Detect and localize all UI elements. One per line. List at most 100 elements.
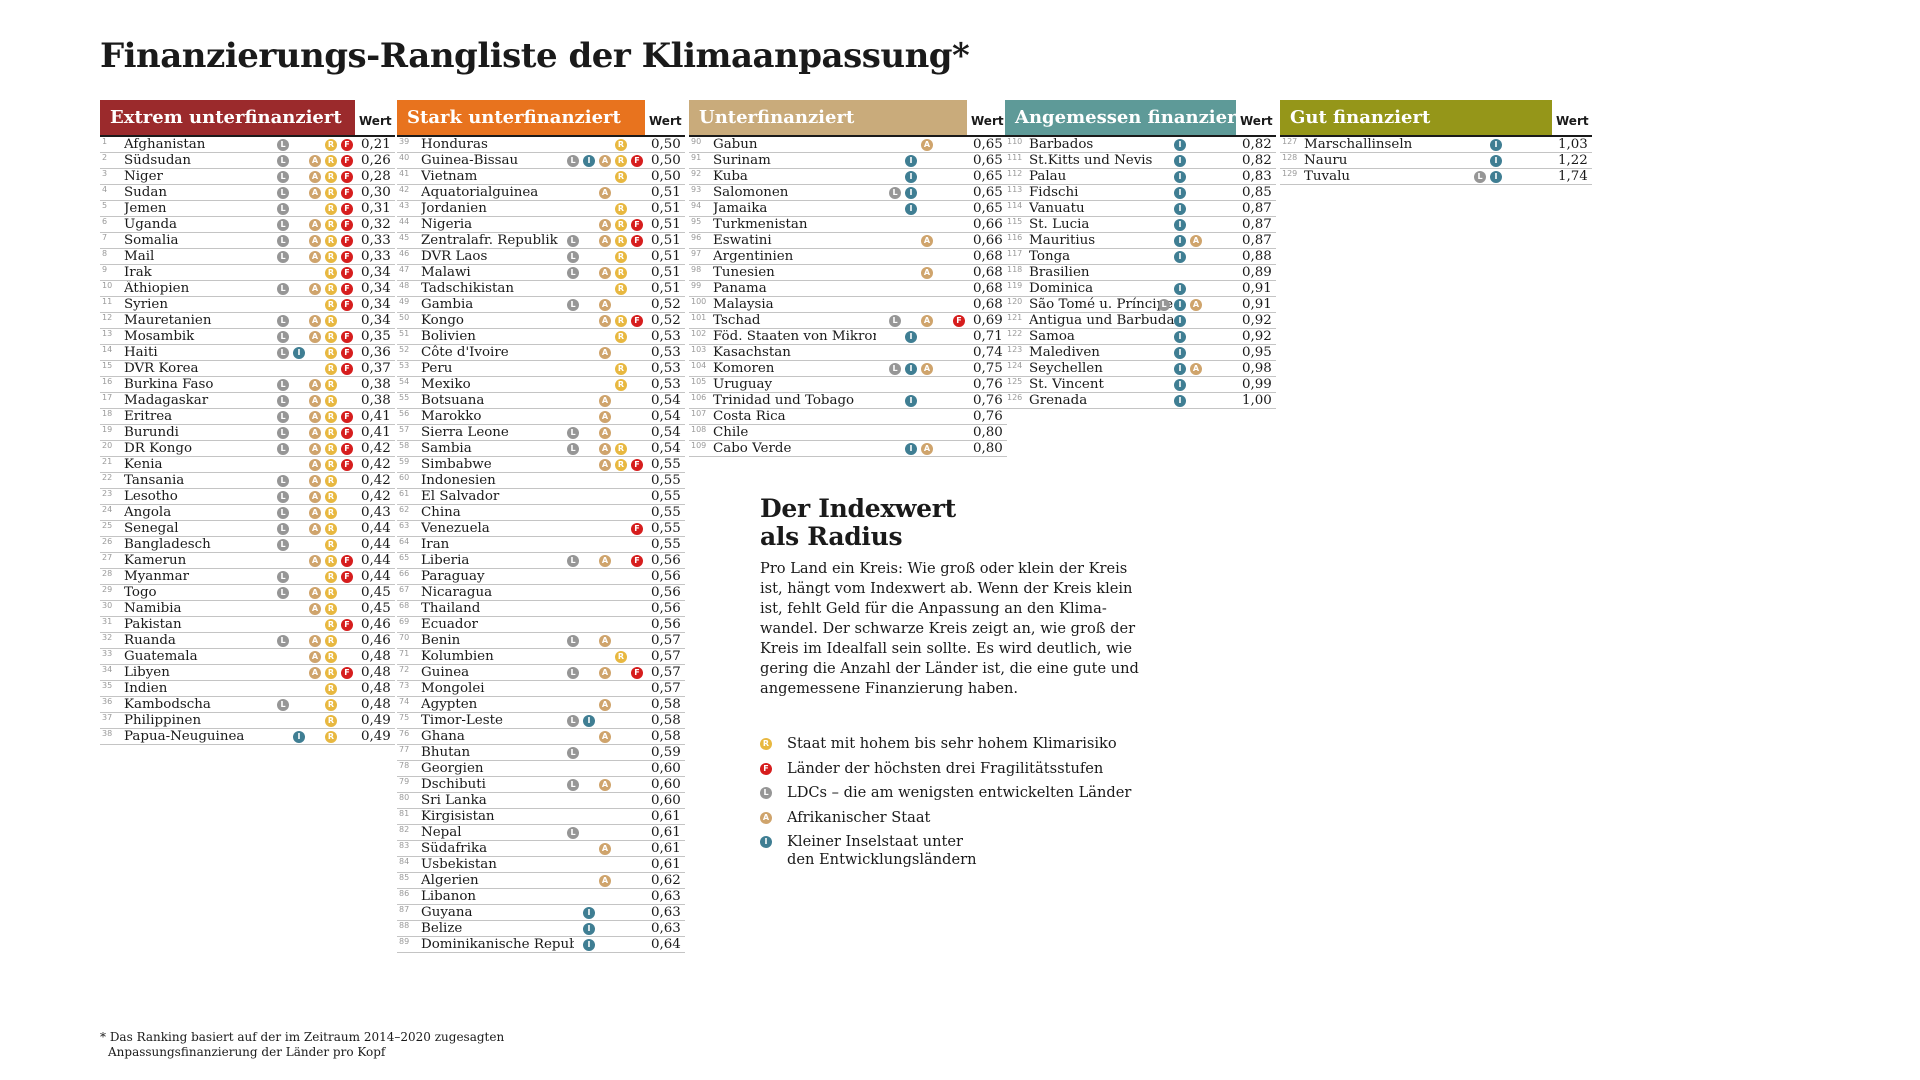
fragility-badge-icon: F bbox=[341, 171, 353, 183]
risk-badge-icon: R bbox=[615, 379, 627, 391]
badge-group: I bbox=[1174, 217, 1236, 233]
rank-number: 111 bbox=[1007, 153, 1023, 162]
index-value: 0,75 bbox=[967, 361, 1007, 377]
risk-badge-icon: R bbox=[615, 139, 627, 151]
table-row: 31 Pakistan R F 0,46 bbox=[100, 617, 395, 633]
rank-number: 118 bbox=[1007, 265, 1023, 274]
index-value: 0,82 bbox=[1236, 153, 1276, 169]
ldc-badge-icon: L bbox=[567, 667, 579, 679]
risk-badge-icon: R bbox=[615, 155, 627, 167]
island-badge-icon: I bbox=[1174, 139, 1186, 151]
fragility-badge-icon: F bbox=[341, 347, 353, 359]
country-name: Gabun bbox=[713, 137, 758, 152]
country-name: Dominica bbox=[1029, 281, 1094, 296]
rank-number: 2 bbox=[102, 153, 108, 162]
table-row: 81 Kirgisistan 0,61 bbox=[397, 809, 685, 825]
badge-group: F bbox=[574, 521, 645, 537]
index-value: 0,66 bbox=[967, 233, 1007, 249]
badge-group bbox=[574, 857, 645, 873]
badge-group: A bbox=[574, 841, 645, 857]
country-name: Afghanistan bbox=[124, 137, 206, 152]
fragility-badge-icon: F bbox=[631, 555, 643, 567]
island-badge-icon: I bbox=[1174, 171, 1186, 183]
table-row: 87 Guyana I 0,63 bbox=[397, 905, 685, 921]
country-name: Benin bbox=[421, 633, 461, 648]
rank-number: 44 bbox=[399, 217, 410, 226]
rank-number: 87 bbox=[399, 905, 410, 914]
table-row: 71 Kolumbien R 0,57 bbox=[397, 649, 685, 665]
african-badge-icon: A bbox=[309, 491, 321, 503]
index-value: 0,28 bbox=[355, 169, 395, 185]
risk-badge-icon: R bbox=[615, 363, 627, 375]
island-badge-icon: I bbox=[1174, 379, 1186, 391]
index-value: 0,51 bbox=[645, 201, 685, 217]
badge-group bbox=[876, 425, 967, 441]
badge-group: A bbox=[574, 185, 645, 201]
category-title: Stark unterfinanziert bbox=[397, 100, 645, 135]
table-row: 125 St. Vincent I 0,99 bbox=[1005, 377, 1276, 393]
country-name: Algerien bbox=[421, 873, 479, 888]
badge-group bbox=[574, 489, 645, 505]
table-row: 53 Peru R 0,53 bbox=[397, 361, 685, 377]
rank-number: 50 bbox=[399, 313, 410, 322]
african-badge-icon: A bbox=[309, 171, 321, 183]
risk-badge-icon: R bbox=[325, 235, 337, 247]
index-value: 0,65 bbox=[967, 185, 1007, 201]
index-value: 0,87 bbox=[1236, 233, 1276, 249]
country-name: Salomonen bbox=[713, 185, 789, 200]
badge-group: I bbox=[1481, 153, 1552, 169]
legend-label-african: Afrikanischer Staat bbox=[787, 808, 931, 826]
african-badge-icon: A bbox=[309, 667, 321, 679]
rank-number: 63 bbox=[399, 521, 410, 530]
island-badge-icon: I bbox=[905, 331, 917, 343]
legend-label-island: Kleiner Inselstaat unter den Entwicklung… bbox=[787, 833, 977, 869]
african-badge-icon: A bbox=[599, 779, 611, 791]
risk-badge-icon: R bbox=[325, 475, 337, 487]
rank-number: 94 bbox=[691, 201, 702, 210]
fragility-badge-icon: F bbox=[631, 235, 643, 247]
risk-badge-icon: R bbox=[615, 203, 627, 215]
table-row: 4 Sudan L A R F 0,30 bbox=[100, 185, 395, 201]
island-badge-icon: I bbox=[1174, 347, 1186, 359]
table-row: 90 Gabun A 0,65 bbox=[689, 137, 1007, 153]
rank-number: 120 bbox=[1007, 297, 1023, 306]
ldc-badge-icon: L bbox=[567, 779, 579, 791]
category-title: Extrem unterfinanziert bbox=[100, 100, 355, 135]
index-value: 0,91 bbox=[1236, 297, 1276, 313]
table-row: 66 Paraguay 0,56 bbox=[397, 569, 685, 585]
badge-group: I bbox=[1174, 313, 1236, 329]
rank-number: 69 bbox=[399, 617, 410, 626]
index-value: 0,89 bbox=[1236, 265, 1276, 281]
risk-badge-icon: R bbox=[325, 539, 337, 551]
table-row: 28 Myanmar L R F 0,44 bbox=[100, 569, 395, 585]
country-name: Niger bbox=[124, 169, 163, 184]
african-badge-icon: A bbox=[599, 459, 611, 471]
rank-number: 117 bbox=[1007, 249, 1023, 258]
fragility-badge-icon: F bbox=[341, 459, 353, 471]
risk-badge-icon: R bbox=[325, 507, 337, 519]
island-badge-icon: I bbox=[1490, 171, 1502, 183]
category-title: Gut finanziert bbox=[1280, 100, 1552, 135]
country-name: Kuba bbox=[713, 169, 748, 184]
index-value: 0,68 bbox=[967, 281, 1007, 297]
rank-number: 115 bbox=[1007, 217, 1023, 226]
rank-number: 114 bbox=[1007, 201, 1023, 210]
explanation-title-line2: als Radius bbox=[760, 522, 903, 551]
risk-badge-icon: R bbox=[325, 283, 337, 295]
table-row: 27 Kamerun A R F 0,44 bbox=[100, 553, 395, 569]
table-row: 110 Barbados I 0,82 bbox=[1005, 137, 1276, 153]
risk-badge-icon: R bbox=[325, 219, 337, 231]
island-badge-icon: I bbox=[1174, 187, 1186, 199]
country-name: Paraguay bbox=[421, 569, 485, 584]
